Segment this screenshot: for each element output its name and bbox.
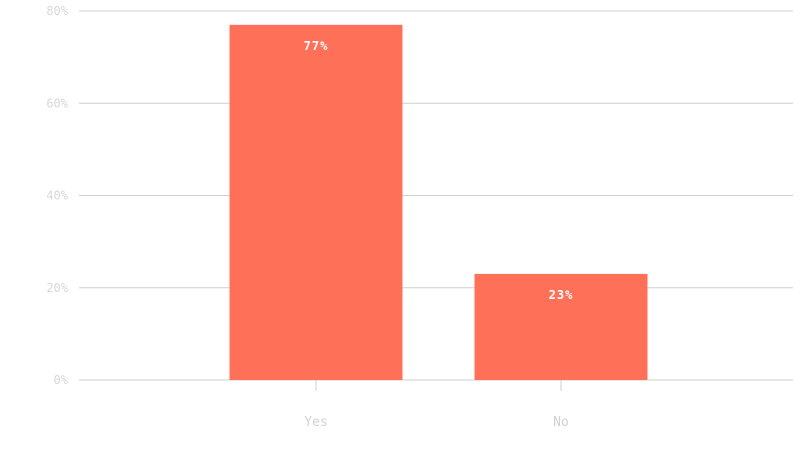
x-tick-label-no: No bbox=[553, 415, 569, 430]
data-label-yes: 77% bbox=[304, 39, 329, 53]
y-tick-label-40: 40% bbox=[46, 189, 68, 203]
y-tick-label-0: 0% bbox=[54, 373, 69, 387]
y-axis-labels: 0% 20% 40% 60% 80% bbox=[46, 4, 68, 387]
y-tick-label-20: 20% bbox=[46, 281, 68, 295]
gridlines bbox=[79, 10, 793, 381]
y-tick-label-60: 60% bbox=[46, 96, 68, 110]
bar-yes bbox=[229, 24, 403, 381]
x-tick-label-yes: Yes bbox=[304, 415, 327, 430]
bars bbox=[229, 24, 648, 381]
data-label-no: 23% bbox=[549, 288, 574, 302]
data-labels: 77% 23% bbox=[304, 39, 574, 302]
bar-no bbox=[474, 273, 648, 380]
x-axis-labels: Yes No bbox=[304, 415, 569, 430]
x-axis-ticks bbox=[315, 380, 562, 391]
y-tick-label-80: 80% bbox=[46, 4, 68, 18]
